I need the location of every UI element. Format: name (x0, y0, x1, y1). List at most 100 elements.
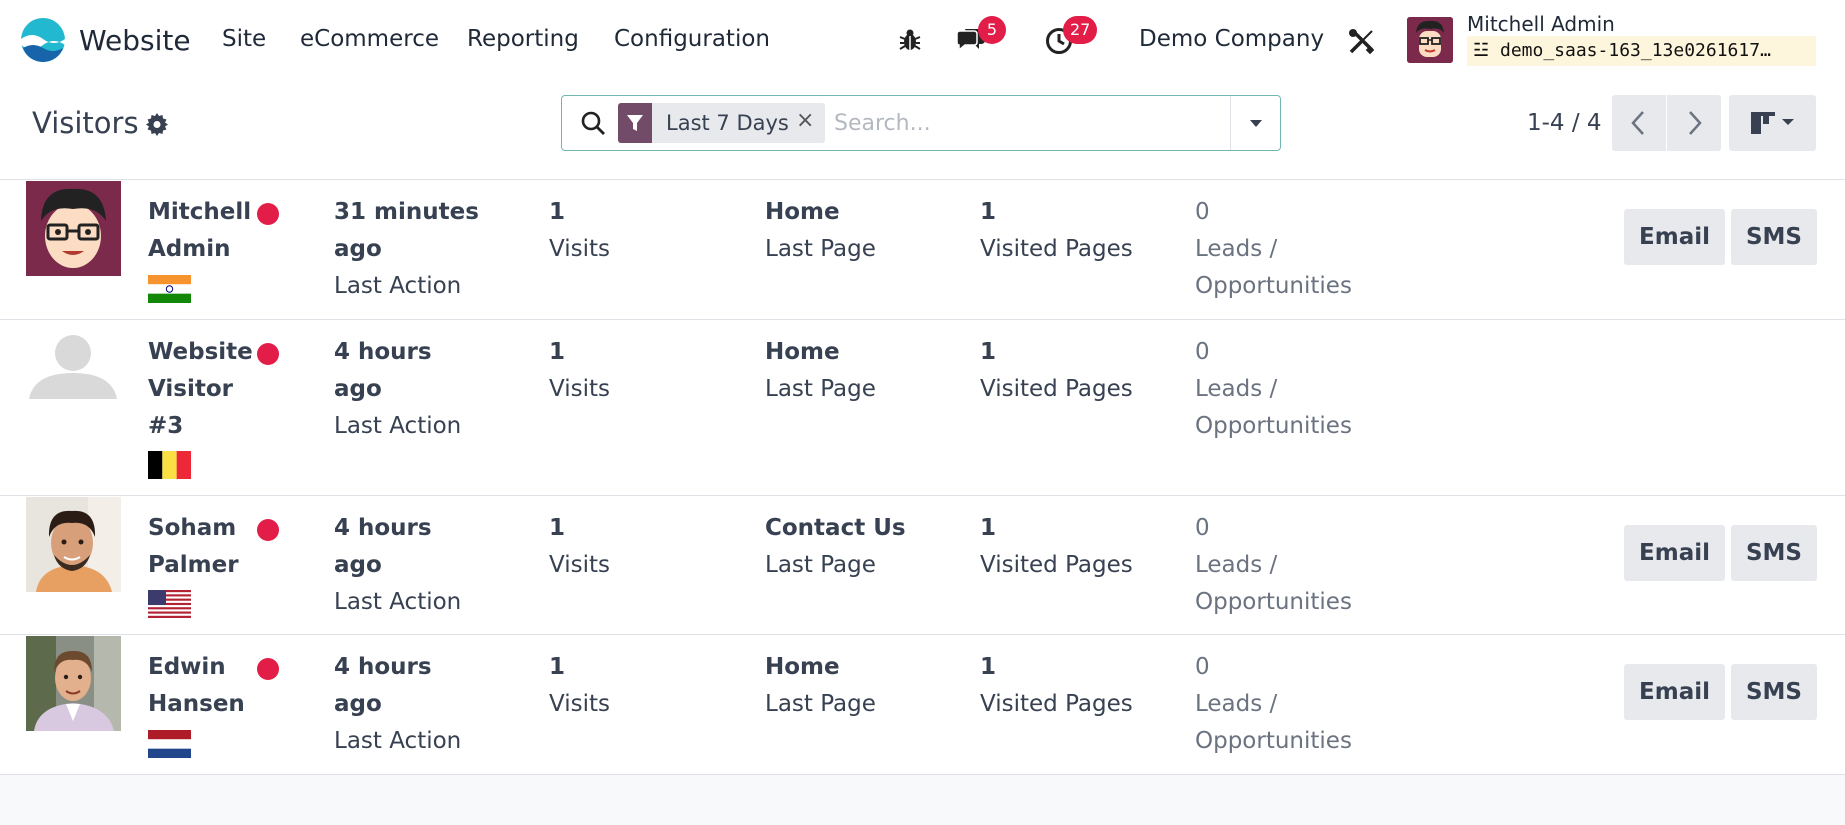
leads-stat: 0 Leads / Opportunities (1195, 510, 1375, 621)
placeholder-person-icon (26, 321, 121, 416)
last-page-value: Home (765, 199, 840, 225)
flag-india-icon (148, 275, 191, 303)
visits-value: 1 (549, 654, 566, 680)
visits-label: Visits (549, 691, 610, 717)
page-title: Visitors (32, 106, 139, 140)
last-action-label: Last Action (334, 728, 462, 754)
chevron-left-icon (1631, 111, 1644, 135)
last-action-value: 4 hours ago (334, 654, 432, 717)
visited-pages-label: Visited Pages (980, 236, 1133, 262)
person-photo-icon (26, 497, 121, 592)
leads-stat: 0 Leads / Opportunities (1195, 649, 1375, 760)
last-page-label: Last Page (765, 691, 876, 717)
list-item[interactable]: Soham Palmer 4 hours ago Last Action 1 V… (0, 496, 1845, 635)
menu-configuration[interactable]: Configuration (614, 26, 770, 52)
visited-pages-label: Visited Pages (980, 552, 1133, 578)
leads-value: 0 (1195, 199, 1210, 225)
visited-pages-value: 1 (980, 339, 997, 365)
last-action-value: 4 hours ago (334, 515, 432, 578)
visits-stat: 1 Visits (549, 194, 610, 268)
facet-remove-icon[interactable]: × (796, 108, 815, 133)
website-app-logo-icon[interactable] (20, 17, 66, 63)
search-icon[interactable] (580, 110, 606, 136)
activities-count-badge: 27 (1063, 16, 1098, 44)
leads-label: Leads / Opportunities (1195, 236, 1352, 299)
visitor-avatar (26, 321, 121, 416)
visitor-name: Mitchell Admin (148, 199, 252, 262)
leads-stat: 0 Leads / Opportunities (1195, 194, 1375, 305)
user-avatar[interactable] (1407, 17, 1453, 63)
gear-icon[interactable] (145, 112, 169, 136)
email-button[interactable]: Email (1624, 209, 1725, 265)
facet-label: Last 7 Days (666, 111, 789, 135)
menu-site[interactable]: Site (222, 26, 267, 52)
last-action-label: Last Action (334, 273, 462, 299)
visits-value: 1 (549, 515, 566, 541)
app-name[interactable]: Website (79, 24, 191, 57)
last-page-stat: Contact Us Last Page (765, 510, 906, 584)
messages-count-badge: 5 (978, 16, 1006, 44)
visited-pages-value: 1 (980, 654, 997, 680)
pager-next-button[interactable] (1667, 95, 1721, 151)
visits-stat: 1 Visits (549, 334, 610, 408)
cartoon-avatar-icon (26, 181, 121, 276)
online-status-icon (257, 203, 279, 225)
pager-previous-button[interactable] (1612, 95, 1666, 151)
user-name[interactable]: Mitchell Admin (1467, 12, 1615, 36)
visitor-avatar (26, 181, 121, 276)
top-navbar: Website Site eCommerce Reporting Configu… (0, 0, 1845, 82)
flag-netherlands-icon (148, 730, 191, 758)
flag-belgium-icon (148, 451, 191, 479)
last-action-stat: 4 hours ago Last Action (334, 334, 484, 445)
filter-funnel-icon (627, 115, 643, 131)
search-input[interactable] (834, 106, 1224, 140)
menu-ecommerce[interactable]: eCommerce (300, 26, 439, 52)
developer-tools-icon[interactable] (1348, 28, 1375, 55)
last-action-value: 4 hours ago (334, 339, 432, 402)
visits-stat: 1 Visits (549, 649, 610, 723)
visits-label: Visits (549, 376, 610, 402)
last-action-label: Last Action (334, 413, 462, 439)
last-action-stat: 4 hours ago Last Action (334, 510, 484, 621)
sms-button[interactable]: SMS (1731, 664, 1817, 720)
leads-label: Leads / Opportunities (1195, 691, 1352, 754)
visits-stat: 1 Visits (549, 510, 610, 584)
chevron-right-icon (1689, 111, 1702, 135)
email-button[interactable]: Email (1624, 664, 1725, 720)
visitor-name: Website Visitor #3 (148, 339, 253, 439)
online-status-icon (257, 519, 279, 541)
last-page-stat: Home Last Page (765, 334, 876, 408)
last-action-label: Last Action (334, 589, 462, 615)
leads-value: 0 (1195, 515, 1210, 541)
visitor-name: Edwin Hansen (148, 654, 245, 717)
visited-pages-stat: 1 Visited Pages (980, 649, 1133, 723)
list-item[interactable]: Website Visitor #3 4 hours ago Last Acti… (0, 320, 1845, 496)
list-item[interactable]: Mitchell Admin 31 minutes ago Last Actio… (0, 180, 1845, 320)
facet-filter-badge (618, 103, 652, 143)
visitor-name: Soham Palmer (148, 515, 239, 578)
last-page-stat: Home Last Page (765, 649, 876, 723)
visited-pages-stat: 1 Visited Pages (980, 194, 1133, 268)
pager-value[interactable]: 1-4 / 4 (1527, 110, 1602, 136)
leads-value: 0 (1195, 339, 1210, 365)
visits-value: 1 (549, 199, 566, 225)
database-icon: ☳ (1473, 40, 1490, 61)
user-avatar-face-icon (1407, 17, 1453, 63)
email-button[interactable]: Email (1624, 525, 1725, 581)
search-options-toggle[interactable] (1230, 96, 1281, 150)
last-action-stat: 31 minutes ago Last Action (334, 194, 484, 305)
last-action-stat: 4 hours ago Last Action (334, 649, 484, 760)
debug-bug-icon[interactable] (898, 28, 922, 52)
leads-stat: 0 Leads / Opportunities (1195, 334, 1375, 445)
sms-button[interactable]: SMS (1731, 525, 1817, 581)
last-page-value: Home (765, 339, 840, 365)
visits-label: Visits (549, 236, 610, 262)
sms-button[interactable]: SMS (1731, 209, 1817, 265)
filter-facet: Last 7 Days × (618, 103, 825, 143)
company-switcher[interactable]: Demo Company (1139, 26, 1325, 52)
menu-reporting[interactable]: Reporting (467, 26, 579, 52)
list-item[interactable]: Edwin Hansen 4 hours ago Last Action 1 V… (0, 635, 1845, 775)
view-switcher-button[interactable] (1729, 95, 1816, 151)
visitor-avatar (26, 636, 121, 731)
visited-pages-stat: 1 Visited Pages (980, 510, 1133, 584)
